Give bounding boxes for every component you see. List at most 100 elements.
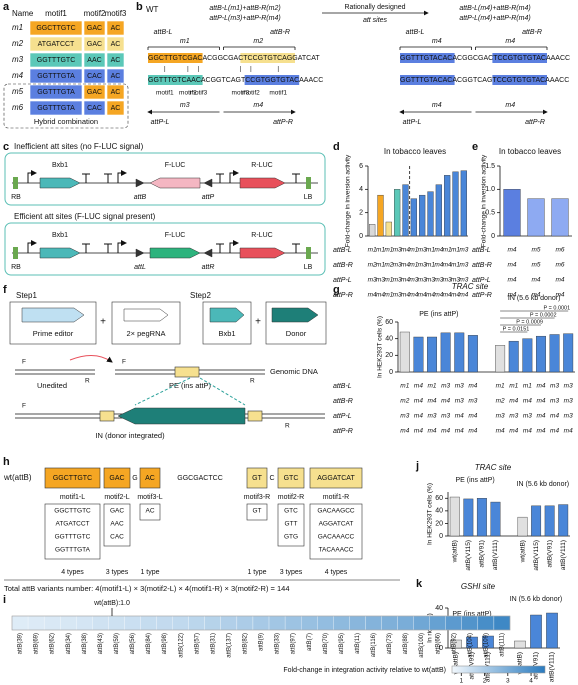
label: motif2-L: [104, 494, 129, 501]
label: m4: [505, 38, 515, 45]
motif-highlight: [400, 53, 455, 63]
motif-highlight: [492, 53, 547, 63]
row-cell: m4: [509, 398, 518, 405]
group-label: PE (ins attP): [455, 477, 494, 484]
chart-title: TRAC site: [475, 463, 512, 472]
bar: [522, 338, 533, 373]
y-tick-label: 0: [389, 369, 393, 376]
motif-cell: [106, 68, 125, 84]
motif-cell: [106, 36, 125, 52]
row-label: attP-R: [333, 292, 353, 299]
label: +: [100, 317, 106, 328]
arrow-shape: [209, 307, 245, 323]
table-cell: ATGATCCT: [38, 41, 75, 48]
label: attR: [202, 264, 215, 271]
row-cell: m4: [507, 262, 516, 269]
heat-cell: [284, 615, 302, 631]
row-cell: m4: [376, 292, 385, 299]
table-cell: m2: [12, 39, 24, 48]
row-cell: m2: [496, 398, 505, 405]
arrow-shape: [149, 247, 201, 259]
label: motif1: [269, 90, 287, 97]
arrow-shape: [203, 178, 213, 188]
panel-label: i: [3, 594, 6, 606]
label: attL: [134, 264, 146, 271]
row-cell: m1: [443, 247, 452, 254]
colorbar-tick-label: 3: [506, 678, 510, 685]
sequence: GGTTTGTACACACGGCGACTCCGTGTGTACAAACC: [400, 55, 570, 62]
panel-label: d: [333, 141, 340, 153]
row-cell: m4: [555, 292, 564, 299]
heat-cell: [220, 615, 238, 631]
variant: GTT: [285, 521, 298, 528]
label: Rationally designed: [344, 4, 405, 11]
motif-box: [309, 467, 363, 489]
bar: [402, 184, 409, 237]
row-cell: m4: [507, 247, 516, 254]
y-tick-label: 0: [491, 233, 495, 240]
x-tick-label: attB(122): [178, 633, 184, 658]
arrow-shape: [239, 247, 286, 259]
x-tick-label: attB(98): [162, 633, 168, 654]
row-cell: m3: [418, 262, 427, 269]
row-cell: m1: [368, 247, 377, 254]
label: attP-L: [403, 119, 422, 126]
arrow-shape: [149, 177, 201, 189]
row-cell: m1: [426, 262, 435, 269]
row-cell: m3: [564, 398, 573, 405]
heat-cell: [301, 615, 318, 631]
row-cell: m4: [441, 428, 450, 435]
bar: [535, 335, 546, 373]
arrow-shape: [21, 307, 85, 323]
row-label: attP-L: [333, 413, 352, 420]
label: PE (ins attP): [169, 381, 212, 390]
motif-cell: [106, 100, 125, 116]
x-tick-label: attB(111): [500, 633, 506, 657]
group-label: IN (5.6 kb donor): [510, 596, 563, 603]
row-cell: m3: [409, 277, 418, 284]
heat-cell: [429, 615, 446, 631]
bar: [399, 331, 410, 373]
x-tick-label: attB(V111): [549, 652, 556, 682]
label: m3: [180, 102, 190, 109]
row-cell: m1: [428, 383, 437, 390]
label: 3 types: [106, 569, 129, 576]
row-cell: m4: [555, 277, 564, 284]
row-cell: m4: [536, 383, 545, 390]
table-cell: GGTTTGTA: [37, 105, 75, 112]
hybrid-box: [3, 83, 129, 129]
x-tick-label: attB(100): [419, 633, 425, 658]
column-header: motif2: [84, 9, 106, 18]
x-tick-label: attB(70): [323, 633, 329, 654]
x-tick-label: attB(104): [467, 633, 473, 658]
colorbar: [451, 665, 546, 674]
row-cell: m4: [401, 262, 410, 269]
panel-label: b: [136, 1, 143, 13]
heat-cell: [493, 615, 511, 631]
bar: [413, 336, 424, 373]
p-value: P = 0.0002: [530, 312, 557, 318]
variant-box: [277, 503, 305, 547]
x-tick-label: attB(109): [483, 633, 489, 658]
label: motif1-R: [323, 494, 349, 501]
terminator: [292, 173, 300, 183]
motif-highlight: [244, 75, 300, 85]
motif-cell: [83, 36, 106, 52]
arrow-shape: [135, 248, 145, 258]
primer: F: [22, 359, 26, 366]
table-cell: AC: [111, 105, 121, 112]
y-tick-label: 20: [385, 352, 393, 359]
table-cell: GAC: [87, 89, 102, 96]
y-tick-label: 40: [435, 508, 443, 515]
variant: ATGATCCT: [55, 521, 89, 528]
variant: GT: [252, 508, 261, 515]
row-cell: m4: [468, 413, 477, 420]
heat-cell: [461, 615, 479, 631]
heat-cell: [477, 615, 495, 631]
label: Total attB variants number: 4(motif1-L) …: [4, 584, 290, 593]
row-cell: m2: [400, 398, 409, 405]
bar: [495, 345, 506, 373]
arrow-shape: [239, 177, 286, 189]
bar: [508, 340, 519, 373]
row-cell: m4: [434, 262, 443, 269]
